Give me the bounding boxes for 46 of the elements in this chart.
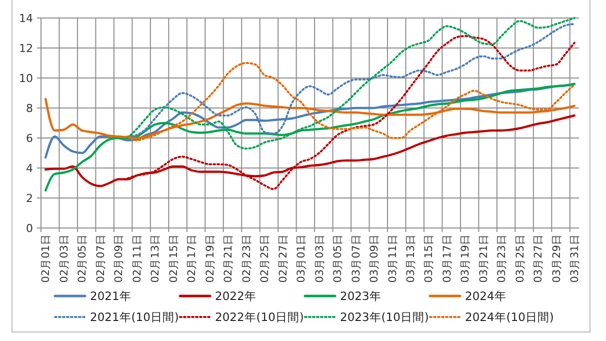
x-tick-label: 03月25日 (514, 234, 526, 283)
x-tick-label: 03月03日 (314, 234, 326, 283)
legend-label: 2024年 (465, 289, 506, 304)
x-tick-label: 03月05日 (332, 234, 344, 283)
x-tick-label: 03月29日 (550, 234, 563, 283)
y-tick-label: 12 (19, 42, 33, 55)
x-tick-label: 03月19日 (460, 234, 472, 283)
y-tick-label: 4 (26, 162, 33, 175)
x-tick-label: 03月09日 (368, 234, 381, 283)
y-tick-label: 2 (26, 192, 33, 205)
x-tick-label: 03月27日 (532, 234, 545, 283)
x-tick-label: 02月17日 (186, 234, 198, 283)
x-tick-label: 03月13日 (404, 234, 417, 283)
legend-label: 2022年 (215, 289, 256, 304)
x-tick-label: 02月19日 (204, 234, 216, 283)
x-tick-label: 02月15日 (168, 234, 180, 283)
x-tick-label: 02月05日 (76, 234, 89, 283)
legend-label: 2021年 (90, 289, 132, 304)
x-tick-label: 03月17日 (441, 234, 454, 283)
x-tick-label: 02月13日 (150, 234, 162, 283)
x-tick-label: 03月15日 (423, 234, 436, 283)
x-tick-label: 02月07日 (94, 234, 107, 283)
x-tick-label: 02月09日 (113, 234, 126, 283)
x-tick-label: 03月21日 (478, 234, 490, 283)
x-tick-label: 03月01日 (296, 234, 308, 283)
y-tick-label: 6 (26, 132, 33, 145)
x-tick-label: 02月27日 (277, 234, 290, 283)
x-tick-label: 02月23日 (240, 234, 253, 283)
legend-label: 2023年 (340, 289, 382, 304)
x-tick-label: 02月01日 (40, 234, 52, 283)
y-tick-label: 10 (19, 72, 33, 85)
x-tick-label: 03月07日 (350, 234, 362, 283)
legend-label: 2024年(10日間) (465, 310, 554, 324)
x-tick-label: 03月23日 (496, 234, 508, 283)
x-tick-label: 03月31日 (569, 234, 582, 283)
x-tick-label: 02月25日 (259, 234, 272, 283)
legend-label: 2021年(10日間) (90, 310, 179, 324)
y-tick-label: 0 (26, 222, 33, 235)
y-tick-label: 14 (19, 12, 33, 25)
x-tick-label: 02月03日 (58, 234, 70, 283)
legend-label: 2022年(10日間) (215, 310, 304, 324)
legend-label: 2023年(10日間) (340, 310, 429, 324)
x-tick-label: 02月21日 (222, 234, 235, 283)
x-tick-label: 03月11日 (386, 234, 399, 283)
x-tick-label: 02月11日 (131, 234, 144, 283)
y-tick-label: 8 (26, 102, 33, 115)
